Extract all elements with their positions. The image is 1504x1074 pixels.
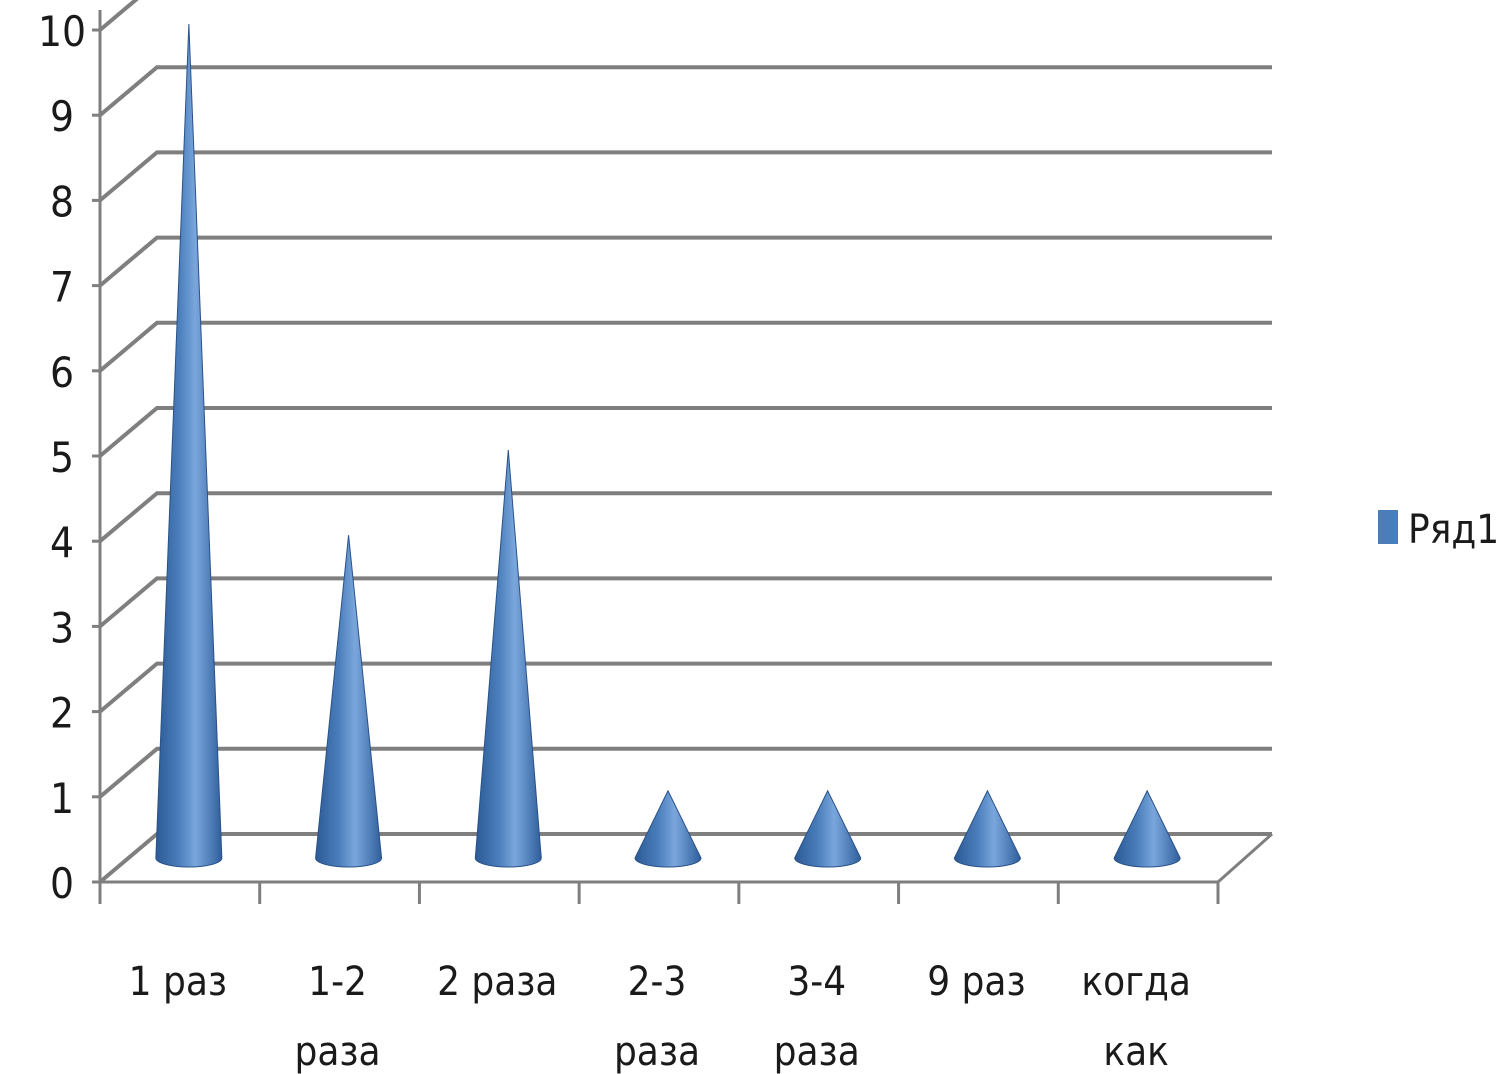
cone-body [315, 535, 383, 868]
cone-1 [315, 535, 383, 868]
x-tick-label-line: 3-4 [787, 959, 846, 1005]
y-tick-label: 6 [50, 348, 74, 397]
x-tick-label-line: 2-3 [628, 959, 687, 1005]
cones [155, 23, 1181, 868]
gridline [98, 576, 1272, 628]
y-tick-label: 1 [50, 774, 74, 823]
cone-0 [155, 23, 223, 868]
cone-2 [474, 449, 542, 868]
y-tick-label: 9 [50, 92, 74, 141]
x-tick-label: 1-2 раза [295, 959, 381, 1074]
y-tick-label: 2 [50, 689, 74, 738]
gridline [98, 491, 1272, 543]
legend: Ряд1 [1378, 507, 1499, 553]
x-tick-label-line: 1 раз [129, 959, 227, 1005]
x-tick-label: 2 раза [437, 959, 557, 1005]
cone-body [155, 23, 223, 868]
x-tick-label: 2-3 раза [614, 959, 700, 1074]
cone-6 [1113, 789, 1181, 868]
x-tick-label: 3-4 раза [774, 959, 860, 1074]
x-tick-label: 9 раз [927, 959, 1025, 1005]
legend-label: Ряд1 [1408, 507, 1499, 553]
gridlines [98, 0, 1272, 884]
cone-body [794, 789, 862, 868]
x-tick-label: когда как [1081, 959, 1191, 1074]
y-tick-label: 0 [50, 859, 74, 908]
y-tick-label: 8 [50, 177, 74, 226]
gridline [98, 406, 1272, 458]
y-tick-label: 5 [50, 433, 74, 482]
gridline [98, 150, 1272, 202]
x-tick-label-line: 9 раз [927, 959, 1025, 1005]
x-tick-label-line: 2 раза [437, 959, 557, 1005]
x-tick-label-line: раза [295, 1029, 381, 1074]
cone-body [953, 789, 1021, 868]
y-tick-label: 3 [50, 603, 74, 652]
gridline [98, 320, 1272, 373]
legend-swatch [1378, 510, 1398, 544]
gridline [98, 746, 1272, 799]
x-tick-label-line: когда [1081, 959, 1191, 1005]
floor-right-edge [1217, 832, 1273, 884]
gridline [98, 65, 1272, 117]
x-tick-label-line: раза [614, 1029, 700, 1074]
cone-body [1113, 789, 1181, 868]
cone-body [634, 789, 702, 868]
x-tick-label: 1 раз [129, 959, 227, 1005]
cone-4 [794, 789, 862, 868]
axes [92, 10, 1273, 904]
cone-body [474, 449, 542, 868]
x-tick-label-line: 1-2 [308, 959, 367, 1005]
y-tick-label: 4 [50, 518, 74, 567]
cone-3 [634, 789, 702, 868]
cone-5 [953, 789, 1021, 868]
y-tick-label: 10 [38, 7, 86, 56]
gridline [98, 661, 1272, 714]
gridline [98, 0, 139, 32]
gridline [98, 235, 1272, 288]
x-tick-label-line: раза [774, 1029, 860, 1074]
x-tick-label-line: как [1103, 1029, 1169, 1074]
y-tick-label: 7 [50, 263, 74, 312]
